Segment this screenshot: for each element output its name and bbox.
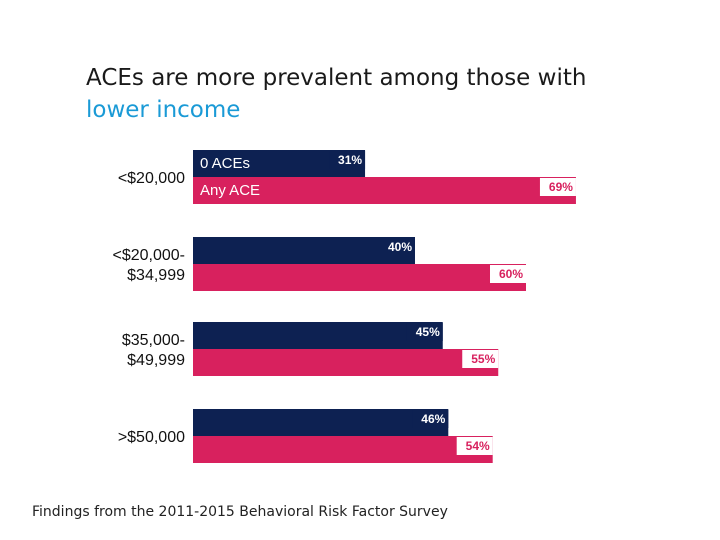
value-label-plate <box>412 410 449 428</box>
bar-any-ace <box>193 177 576 204</box>
value-label: 40% <box>388 240 412 254</box>
value-label: 31% <box>338 153 362 167</box>
chart-title-line1: ACEs are more prevalent among those with <box>86 65 587 91</box>
category-label: <$20,000 <box>118 170 185 187</box>
value-label-plate <box>379 238 415 256</box>
footer-note: Findings from the 2011-2015 Behavioral R… <box>32 504 448 520</box>
value-label: 46% <box>421 412 445 426</box>
value-label-plate <box>462 350 499 368</box>
category-label: >$50,000 <box>118 429 185 446</box>
value-label: 60% <box>499 267 523 281</box>
value-label: 55% <box>471 352 495 366</box>
bar-zero-aces <box>193 237 415 264</box>
bar-any-ace <box>193 349 499 376</box>
value-label: 69% <box>549 180 573 194</box>
value-label-plate <box>456 437 493 455</box>
bar-zero-aces <box>193 322 443 349</box>
value-label-plate <box>490 265 526 283</box>
value-label: 45% <box>416 325 440 339</box>
value-label: 54% <box>466 439 490 453</box>
bar-any-ace <box>193 264 526 291</box>
chart-title: ACEs are more prevalent among those with… <box>86 62 586 126</box>
bar-any-ace <box>193 436 493 463</box>
value-label-plate <box>406 323 443 341</box>
value-label-plate <box>329 151 366 169</box>
legend-zero-aces: 0 ACEs <box>200 155 250 172</box>
legend-any-ace: Any ACE <box>200 182 260 199</box>
chart-title-line2: lower income <box>86 97 241 123</box>
category-label: $35,000-$49,999 <box>122 332 185 369</box>
value-label-plate <box>539 178 576 196</box>
category-label: <$20,000-$34,999 <box>112 247 185 284</box>
bar-zero-aces <box>193 409 449 436</box>
